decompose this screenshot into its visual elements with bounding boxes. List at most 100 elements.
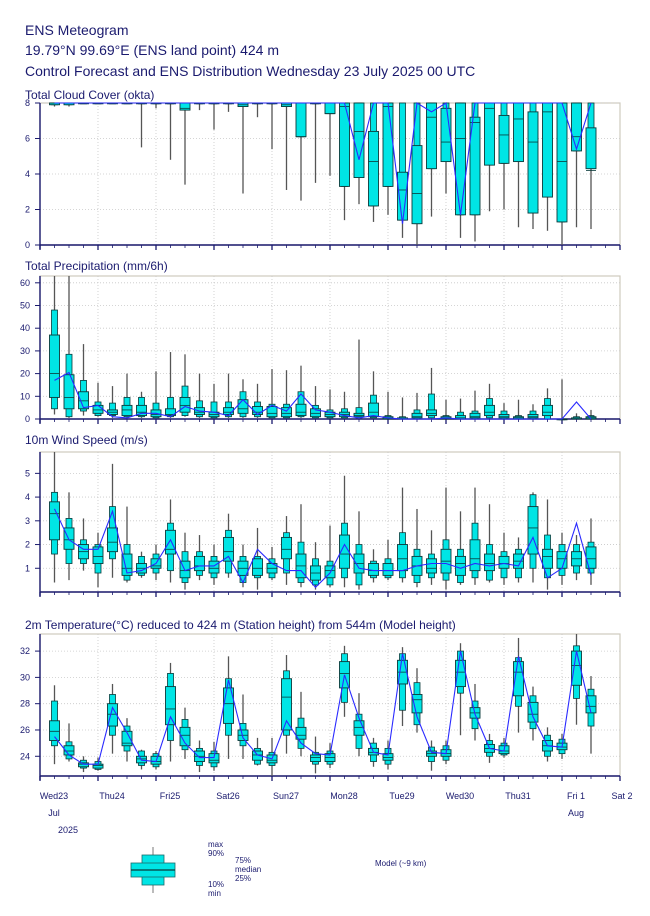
box-25-75 [92,404,104,414]
ens-box [426,367,437,419]
box-25-75 [49,501,60,541]
ens-box [63,276,75,418]
box-25-75 [542,548,553,569]
box-25-75 [542,404,553,417]
ens-box [585,676,597,754]
day-label: Thu31 [505,791,531,801]
box-25-75 [513,102,524,163]
box-25-75 [92,546,104,564]
box-25-75 [571,102,582,152]
box-25-75 [165,686,176,726]
box-25-75 [440,107,452,163]
box-25-75 [426,409,437,417]
box-25-75 [121,553,133,576]
day-label: Thu24 [99,791,125,801]
ens-box [281,655,292,754]
box-25-75 [165,529,176,555]
precipitation-title: Total Precipitation (mm/6h) [25,259,168,273]
y-tick-label: 1 [25,563,30,573]
ens-box [571,413,582,420]
ens-box [571,535,582,581]
ens-box [469,102,481,242]
ens-box [527,686,539,741]
y-tick-label: 10 [20,391,30,401]
ens-box [121,373,133,418]
control-forecast-line [54,371,592,420]
y-tick-label: 26 [20,725,30,735]
box-25-75 [426,102,437,170]
ens-box [498,532,510,585]
ens-box [440,487,452,590]
y-tick-label: 2 [25,205,30,215]
box-25-75 [498,114,510,164]
box-25-75 [49,720,60,741]
day-label: Wed23 [40,791,68,801]
location-label: 19.79°N 99.69°E (ENS land point) 424 m [25,42,280,58]
ens-box [310,386,321,419]
box-25-75 [426,558,437,574]
box-25-75 [469,539,481,572]
legend-90-label: 90% [208,849,224,858]
wind-speed-title: 10m Wind Speed (m/s) [25,433,148,447]
month-label: Aug [568,808,584,818]
control-forecast-line [54,508,592,589]
box-10-90 [109,402,116,416]
legend-model-label: Model (~9 km) [375,859,427,868]
box-10-90 [210,401,218,419]
day-label: Tue29 [389,791,414,801]
box-25-75 [295,403,307,417]
ens-box [92,532,104,588]
x-axis-labels: Wed23 Thu24 Fri25 Sat26 Sun27 Mon28 Tue29 Wed30… [40,791,633,835]
box-25-75 [556,102,568,223]
y-tick-label: 40 [20,323,30,333]
box-25-75 [281,407,292,418]
box-25-75 [397,544,408,572]
year-label: 2025 [58,825,78,835]
box-25-75 [179,396,191,413]
box-25-75 [49,334,60,398]
y-tick-label: 4 [25,492,30,502]
ens-box [411,668,423,733]
box-25-75 [585,546,597,569]
y-tick-label: 8 [25,98,30,108]
box-25-75 [252,558,263,576]
ens-box [426,740,437,771]
y-tick-label: 0 [25,240,30,250]
box-25-75 [527,414,539,419]
ens-box [107,683,118,754]
box-25-75 [208,753,220,764]
box-25-75 [353,412,365,418]
ens-box [455,511,466,585]
box-25-75 [585,127,597,170]
box-25-75 [353,102,365,179]
ens-box [237,102,249,194]
y-tick-label: 3 [25,516,30,526]
temperature-panel: 24 26 28 30 32 2m Temperature(°C) reduced to … [20,618,621,781]
ens-box [455,102,466,238]
day-label: Mon28 [330,791,358,801]
box-25-75 [179,102,191,111]
box-25-75 [281,536,292,560]
box-25-75 [542,102,553,198]
ens-box [440,102,452,194]
precipitation-panel: 0 10 20 30 40 50 60 Total Precipitation (mm/6h) [20,259,621,424]
legend-75-label: 75% [235,856,251,865]
ens-box [426,102,437,217]
legend-25-label: 25% [235,874,251,883]
y-tick-label: 60 [20,278,30,288]
box-25-75 [266,406,278,418]
ens-box [527,102,539,230]
box-25-75 [498,555,510,569]
ens-box [237,694,249,759]
day-label: Fri 1 [567,791,585,801]
box-25-75 [484,102,495,166]
ens-box [527,492,539,583]
box-25-75 [484,404,495,417]
ens-box [78,344,89,416]
y-tick-label: 2 [25,540,30,550]
ens-box [324,743,336,769]
box-25-75 [310,754,321,762]
box-25-75 [92,763,104,769]
ens-box [281,516,292,585]
box-25-75 [165,408,176,417]
